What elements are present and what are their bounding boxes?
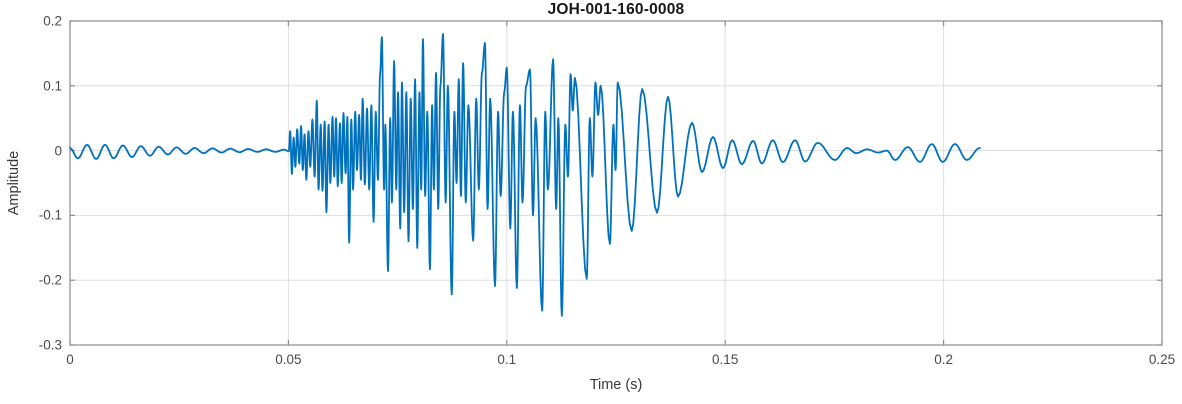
y-tick-label: -0.2 <box>38 272 62 288</box>
plot-title: JOH-001-160-0008 <box>547 1 685 18</box>
x-axis-label: Time (s) <box>589 377 643 393</box>
y-axis-label: Amplitude <box>6 150 22 216</box>
y-tick-label: 0.1 <box>43 78 62 94</box>
waveform-line <box>69 33 981 317</box>
y-tick-label: -0.1 <box>38 207 62 223</box>
y-tick-label: 0.2 <box>43 13 62 29</box>
x-tick-label: 0.15 <box>712 352 739 367</box>
axes-box <box>69 20 1163 346</box>
x-tick-label: 0.1 <box>497 352 517 367</box>
x-tick-label: 0.05 <box>275 352 302 367</box>
y-tick-label: 0 <box>54 143 62 159</box>
x-tick-label: 0 <box>66 352 74 367</box>
x-tick-label: 0.25 <box>1148 352 1176 367</box>
y-tick-label: -0.3 <box>38 337 62 353</box>
x-tick-label: 0.2 <box>934 352 953 367</box>
